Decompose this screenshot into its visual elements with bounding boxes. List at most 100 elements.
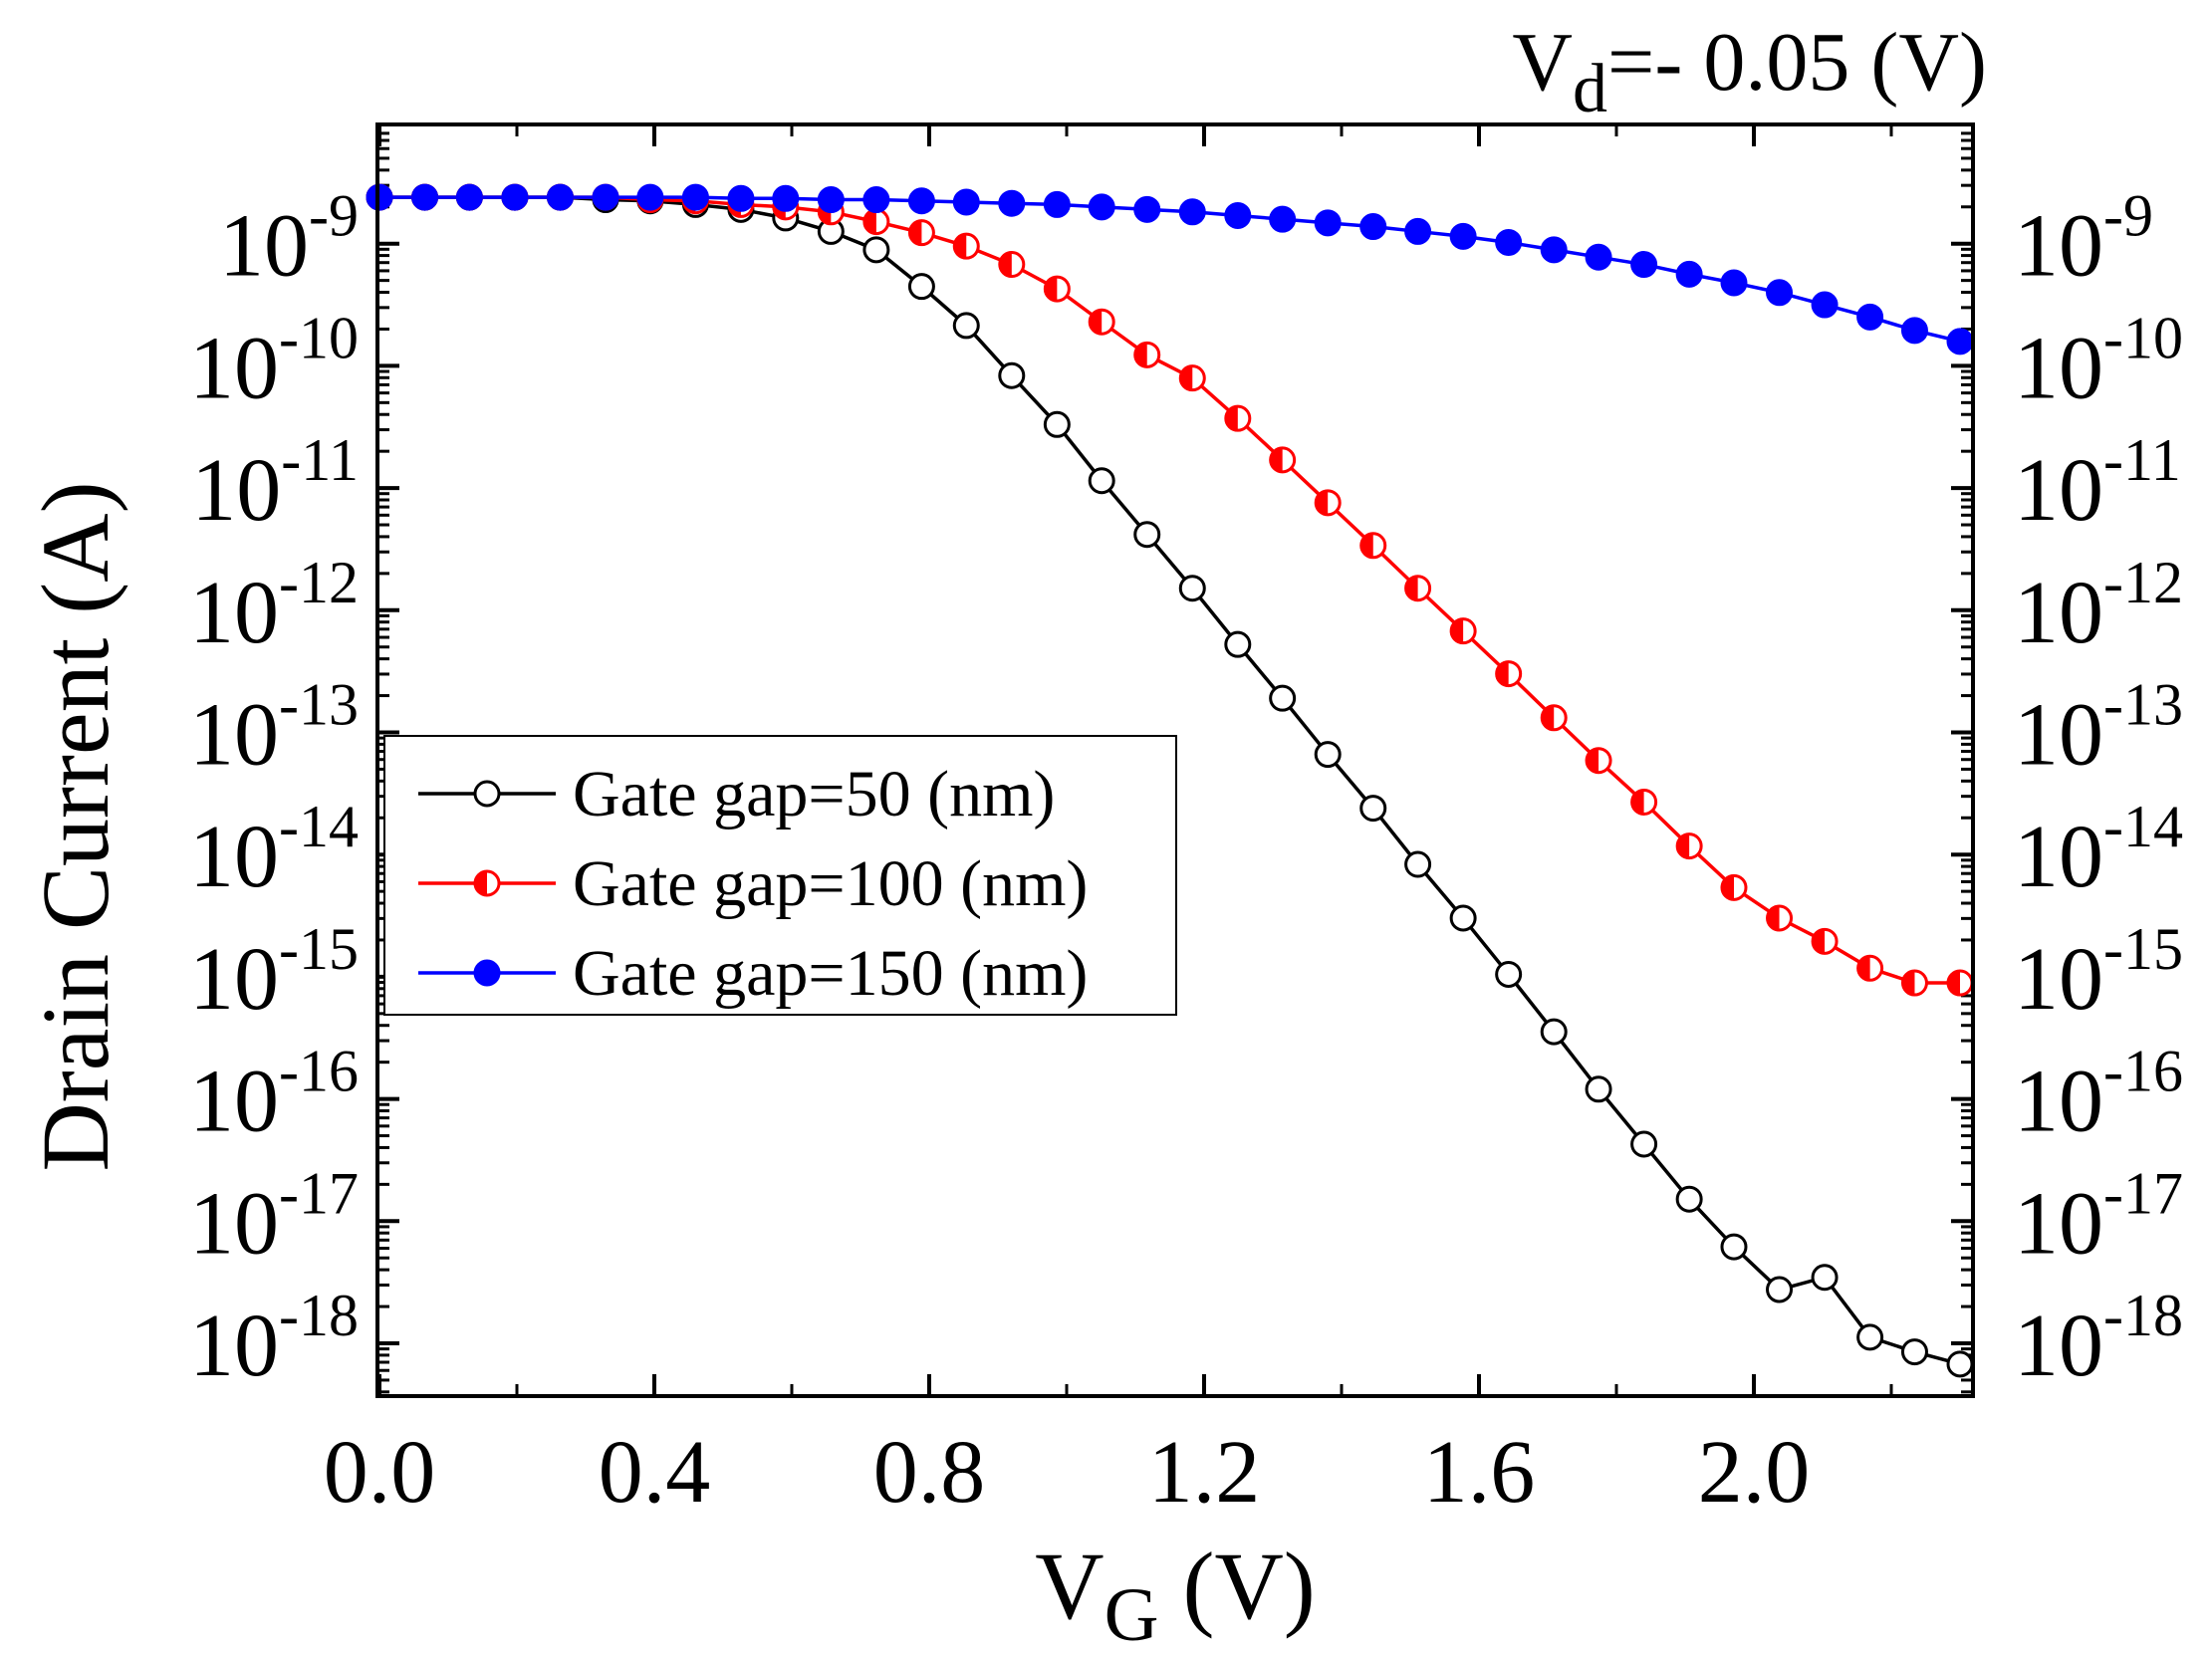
data-point — [1856, 303, 1884, 331]
data-point — [1811, 927, 1839, 955]
data-point — [1178, 364, 1206, 392]
data-point — [1404, 575, 1432, 602]
data-point — [1269, 446, 1297, 474]
plot-frame — [375, 122, 1975, 1398]
y-tick-label-left: 10-16 — [189, 1039, 359, 1151]
data-point — [1449, 222, 1477, 250]
y-tick-label-right: 10-18 — [2014, 1283, 2183, 1395]
data-point — [1585, 747, 1612, 775]
data-point — [1630, 251, 1658, 279]
data-point — [1404, 217, 1432, 245]
data-point — [862, 208, 890, 236]
data-point — [1675, 1185, 1703, 1213]
legend-label: Gate gap=50 (nm) — [573, 758, 1055, 830]
data-point — [681, 183, 709, 211]
data-point — [1630, 788, 1658, 816]
data-point — [1946, 328, 1974, 355]
data-point — [1675, 260, 1703, 288]
data-point — [1720, 873, 1748, 901]
data-point — [1766, 1276, 1794, 1303]
data-point — [1720, 1233, 1748, 1261]
y-axis-title: Drain Current (A) — [22, 481, 128, 1171]
y-tick-label-left: 10-13 — [189, 672, 359, 785]
data-point — [998, 251, 1026, 279]
y-tick-label-right: 10-15 — [2014, 916, 2183, 1029]
legend-item-3: Gate gap=150 (nm) — [418, 937, 1088, 1010]
data-point — [1269, 205, 1297, 233]
data-point — [1675, 832, 1703, 860]
data-point — [1946, 969, 1974, 997]
data-point — [1314, 741, 1342, 769]
y-tick-label-right: 10-13 — [2014, 672, 2183, 785]
data-point — [1359, 532, 1387, 560]
data-point — [1720, 269, 1748, 297]
data-point — [1314, 489, 1342, 517]
data-point — [592, 183, 619, 211]
y-tick-label-left: 10-14 — [189, 794, 359, 906]
y-tick-label-left: 10-9 — [219, 183, 359, 296]
data-point — [1314, 209, 1342, 237]
data-point — [1900, 1338, 1928, 1366]
x-tick-label: 1.2 — [1148, 1423, 1261, 1522]
series-points-3 — [366, 183, 1974, 355]
legend: Gate gap=50 (nm) Gate gap=100 (nm) Gate ga… — [383, 735, 1177, 1016]
data-point — [1585, 1075, 1612, 1103]
legend-label: Gate gap=150 (nm) — [573, 937, 1088, 1010]
data-point — [1856, 954, 1884, 982]
data-point — [952, 312, 980, 340]
x-tick-label: 1.6 — [1423, 1423, 1536, 1522]
data-point — [1630, 1130, 1658, 1158]
data-point — [636, 183, 664, 211]
data-point — [1856, 1323, 1884, 1351]
data-point — [455, 183, 483, 211]
data-point — [1088, 308, 1115, 336]
data-point — [1495, 228, 1523, 256]
data-point — [1946, 1350, 1974, 1378]
data-point — [727, 184, 755, 212]
data-point — [501, 183, 529, 211]
y-tick-label-left: 10-10 — [189, 305, 359, 417]
data-point — [1359, 213, 1387, 241]
data-point — [1359, 795, 1387, 823]
y-tick-label-left: 10-18 — [189, 1283, 359, 1395]
data-point — [1900, 317, 1928, 345]
data-point — [1043, 275, 1071, 303]
data-point — [1585, 243, 1612, 271]
y-tick-label-right: 10-11 — [2014, 427, 2181, 540]
voltage-annotation: Vd=- 0.05 (V) — [1512, 16, 1987, 127]
data-point — [1224, 404, 1252, 432]
data-point — [1088, 467, 1115, 495]
data-point — [1811, 1264, 1839, 1292]
data-point — [1449, 617, 1477, 645]
data-point — [1540, 704, 1568, 732]
data-point — [1043, 410, 1071, 438]
y-tick-label-right: 10-12 — [2014, 550, 2183, 662]
data-point — [1540, 1018, 1568, 1046]
y-tick-label-right: 10-16 — [2014, 1039, 2183, 1151]
data-point — [1404, 850, 1432, 878]
data-point — [1269, 684, 1297, 712]
data-point — [862, 236, 890, 264]
data-point — [952, 188, 980, 216]
y-tick-label-left: 10-11 — [191, 427, 359, 540]
data-point — [1766, 904, 1794, 932]
x-tick-label: 0.0 — [324, 1423, 436, 1522]
series-markers — [366, 183, 1974, 1378]
data-point — [1495, 660, 1523, 688]
legend-marker — [473, 959, 501, 987]
legend-marker — [473, 869, 501, 897]
data-point — [998, 361, 1026, 389]
legend-marker — [473, 780, 501, 808]
data-point — [1900, 969, 1928, 997]
legend-label: Gate gap=100 (nm) — [573, 847, 1088, 920]
legend-item-2: Gate gap=100 (nm) — [418, 847, 1088, 920]
data-point — [1178, 575, 1206, 602]
x-axis-title: VG (V) — [1035, 1533, 1315, 1657]
data-point — [1133, 341, 1161, 368]
data-point — [411, 183, 439, 211]
data-point — [1495, 960, 1523, 988]
data-point — [546, 183, 574, 211]
x-tick-label: 0.4 — [599, 1423, 711, 1522]
y-tick-label-right: 10-17 — [2014, 1160, 2183, 1273]
